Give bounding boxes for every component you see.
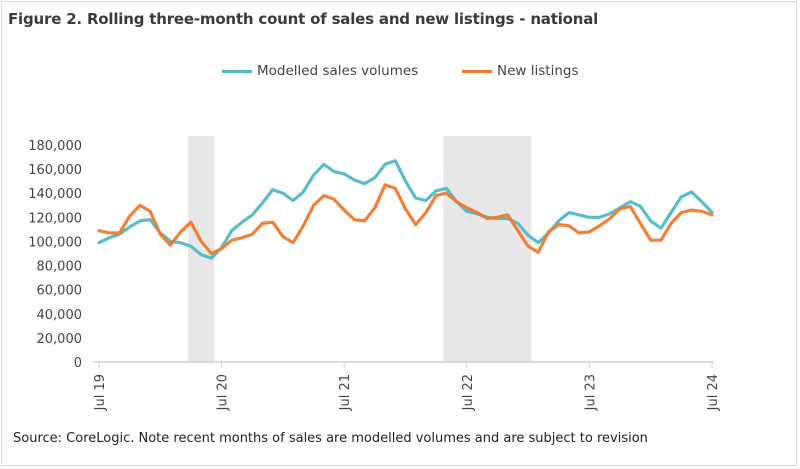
y-tick-label: 60,000 [37, 284, 83, 299]
x-tick-label: Jul 24 [706, 374, 721, 411]
legend-item-sales: Modelled sales volumes [222, 63, 418, 79]
legend: Modelled sales volumes New listings [0, 63, 800, 83]
legend-swatch-listings [462, 69, 492, 73]
y-tick-label: 120,000 [28, 211, 82, 226]
legend-item-listings: New listings [462, 63, 578, 79]
y-tick-label: 180,000 [28, 139, 82, 154]
x-tick-label: Jul 20 [216, 374, 231, 411]
y-tick-label: 40,000 [37, 308, 83, 323]
source-note: Source: CoreLogic. Note recent months of… [13, 431, 648, 446]
y-tick-label: 20,000 [37, 332, 83, 347]
series-line-sales [97, 159, 714, 260]
x-tick-label: Jul 21 [338, 374, 353, 411]
legend-swatch-sales [222, 69, 252, 73]
y-tick-label: 80,000 [37, 260, 83, 275]
x-tick-label: Jul 23 [583, 374, 598, 411]
y-tick-label: 160,000 [28, 163, 82, 178]
y-tick-label: 0 [74, 356, 82, 371]
y-tick-label: 100,000 [28, 235, 82, 250]
x-tick-label: Jul 19 [93, 374, 108, 411]
chart-title: Figure 2. Rolling three-month count of s… [8, 10, 599, 28]
series-line-listings [97, 183, 714, 256]
legend-label-sales: Modelled sales volumes [257, 63, 419, 79]
y-tick-label: 140,000 [28, 187, 82, 202]
x-tick-label: Jul 22 [461, 374, 476, 411]
legend-label-listings: New listings [497, 63, 579, 79]
shaded-period-1 [443, 136, 532, 362]
